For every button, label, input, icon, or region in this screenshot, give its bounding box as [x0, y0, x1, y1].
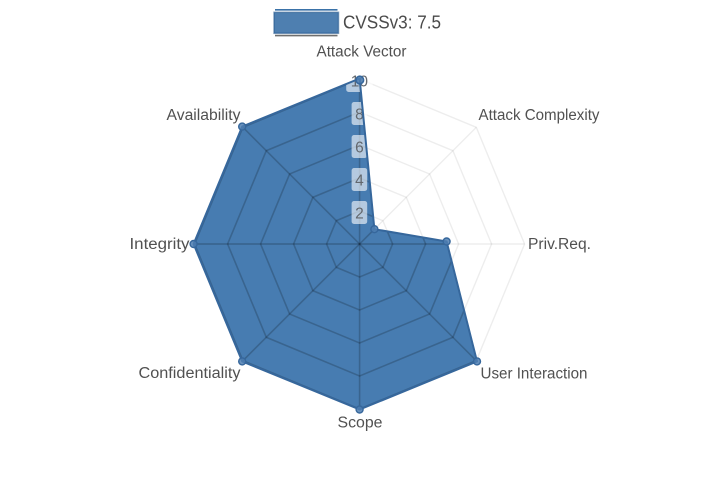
svg-text:Attack Vector: Attack Vector	[317, 44, 407, 61]
svg-text:Attack Complexity: Attack Complexity	[479, 107, 600, 124]
svg-text:CVSSv3: 7.5: CVSSv3: 7.5	[343, 12, 441, 33]
svg-text:Scope: Scope	[338, 415, 383, 432]
svg-text:Integrity: Integrity	[130, 236, 190, 253]
svg-text:Confidentiality: Confidentiality	[139, 365, 241, 382]
svg-text:Availability: Availability	[167, 107, 241, 124]
svg-text:2: 2	[355, 206, 364, 223]
svg-text:4: 4	[355, 173, 364, 190]
svg-text:Priv.Req.: Priv.Req.	[528, 236, 591, 253]
svg-text:User Interaction: User Interaction	[481, 366, 588, 383]
svg-text:8: 8	[355, 107, 364, 124]
svg-text:6: 6	[355, 140, 364, 157]
